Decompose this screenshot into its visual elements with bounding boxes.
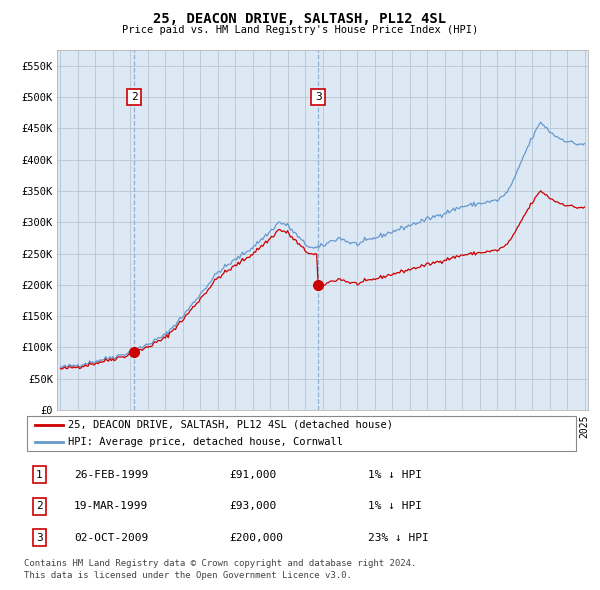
Text: This data is licensed under the Open Government Licence v3.0.: This data is licensed under the Open Gov… xyxy=(24,571,352,580)
Text: Price paid vs. HM Land Registry's House Price Index (HPI): Price paid vs. HM Land Registry's House … xyxy=(122,25,478,35)
Text: 3: 3 xyxy=(315,92,322,102)
Text: 1% ↓ HPI: 1% ↓ HPI xyxy=(368,470,422,480)
Text: 02-OCT-2009: 02-OCT-2009 xyxy=(74,533,148,543)
Text: £200,000: £200,000 xyxy=(229,533,283,543)
Text: £91,000: £91,000 xyxy=(229,470,277,480)
Text: 2: 2 xyxy=(131,92,137,102)
Text: 3: 3 xyxy=(36,533,43,543)
Text: HPI: Average price, detached house, Cornwall: HPI: Average price, detached house, Corn… xyxy=(68,437,343,447)
Text: 26-FEB-1999: 26-FEB-1999 xyxy=(74,470,148,480)
Text: 1: 1 xyxy=(36,470,43,480)
Text: £93,000: £93,000 xyxy=(229,502,277,511)
Text: 2: 2 xyxy=(36,502,43,511)
Text: 1% ↓ HPI: 1% ↓ HPI xyxy=(368,502,422,511)
Text: 25, DEACON DRIVE, SALTASH, PL12 4SL (detached house): 25, DEACON DRIVE, SALTASH, PL12 4SL (det… xyxy=(68,419,394,430)
Text: 23% ↓ HPI: 23% ↓ HPI xyxy=(368,533,429,543)
Text: 25, DEACON DRIVE, SALTASH, PL12 4SL: 25, DEACON DRIVE, SALTASH, PL12 4SL xyxy=(154,12,446,26)
FancyBboxPatch shape xyxy=(27,416,576,451)
Text: 19-MAR-1999: 19-MAR-1999 xyxy=(74,502,148,511)
Text: Contains HM Land Registry data © Crown copyright and database right 2024.: Contains HM Land Registry data © Crown c… xyxy=(24,559,416,568)
